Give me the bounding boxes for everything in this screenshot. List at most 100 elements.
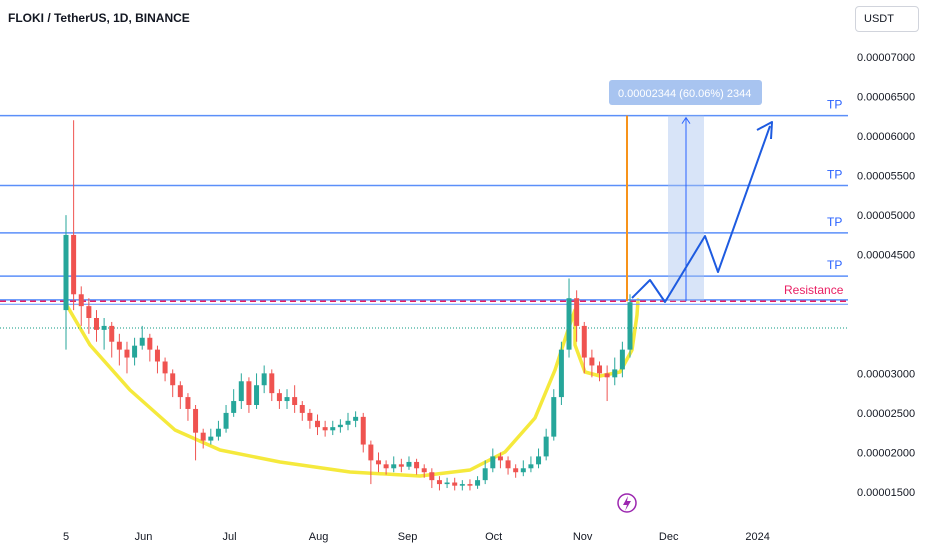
candle-body: [63, 234, 69, 311]
lightning-glyph: [623, 496, 631, 511]
tp-label: TP: [827, 98, 842, 112]
x-tick-label: Dec: [659, 531, 679, 543]
candle-body: [315, 420, 321, 428]
candle-body: [322, 427, 328, 431]
candle-body: [604, 373, 610, 378]
x-tick-label: Sep: [398, 531, 418, 543]
candle-body: [345, 420, 351, 425]
projection-arrow-head: [756, 121, 773, 140]
projection-arrow: [631, 125, 771, 303]
price-axis-bg: [848, 0, 932, 550]
candle-body: [185, 397, 191, 409]
y-tick-label: 0.00006000: [857, 131, 915, 143]
candle-body: [558, 349, 564, 398]
candle-body: [299, 405, 305, 413]
candle-body: [101, 325, 107, 330]
candle-body: [208, 436, 214, 441]
currency-label: USDT: [864, 13, 894, 25]
x-tick-label: Oct: [485, 531, 502, 543]
candle-body: [414, 461, 420, 469]
candle-body: [223, 412, 229, 429]
candle-body: [505, 460, 511, 469]
candle-body: [132, 345, 138, 358]
candle-body: [116, 341, 122, 350]
candle-body: [406, 461, 412, 467]
candle-body: [86, 306, 92, 318]
y-tick-label: 0.00004500: [857, 250, 915, 262]
candle-body: [360, 416, 366, 445]
candle-body: [421, 468, 427, 473]
resistance-label: Resistance: [784, 283, 844, 297]
candle-body: [536, 456, 542, 465]
y-tick-label: 0.00005500: [857, 171, 915, 183]
candle-body: [589, 357, 595, 366]
tp-label: TP: [827, 258, 842, 272]
candle-body: [467, 484, 473, 486]
candle-body: [307, 412, 313, 421]
candle-body: [368, 444, 374, 461]
candle-body: [147, 337, 153, 350]
candle-body: [520, 468, 526, 473]
candles: [63, 120, 633, 491]
levels: TP0.00006259TP0.00005376TP0.00004776TP0.…: [0, 98, 926, 338]
candle-body: [170, 373, 176, 386]
measure-label-bg: [609, 80, 762, 105]
candle-body: [139, 337, 145, 346]
candle-body: [292, 397, 298, 405]
candle-body: [551, 397, 557, 437]
measure-label: 0.00002344 (60.06%) 2344: [618, 88, 751, 100]
y-tick-label: 0.00005000: [857, 210, 915, 222]
candle-body: [269, 373, 275, 394]
candle-body: [238, 381, 244, 402]
candle-body: [353, 416, 359, 421]
time-axis[interactable]: 5 Jun Jul Aug Sep Oct Nov Dec 2024: [63, 531, 770, 543]
candle-body: [612, 369, 618, 378]
y-tick-label: 0.00007000: [857, 52, 915, 64]
x-tick-label: 2024: [745, 531, 769, 543]
y-tick-label: 0.00002500: [857, 408, 915, 420]
candle-body: [124, 349, 130, 358]
candle-body: [429, 472, 435, 481]
candle-body: [284, 397, 290, 402]
candle-body: [597, 365, 603, 374]
candle-body: [78, 294, 84, 307]
x-tick-label: Jul: [223, 531, 237, 543]
candle-body: [93, 318, 99, 330]
candle-body: [391, 464, 397, 469]
candle-body: [566, 298, 572, 350]
candle-body: [276, 393, 282, 402]
candle-body: [200, 432, 206, 441]
candle-body: [490, 456, 496, 469]
candle-body: [177, 385, 183, 398]
candle-body: [254, 385, 260, 405]
candle-body: [109, 325, 115, 342]
candle-body: [436, 480, 442, 485]
candle-body: [71, 234, 77, 295]
candle-body: [475, 480, 481, 486]
price-axis[interactable]: 0.00001500 0.00002000 0.00002500 0.00003000…: [848, 0, 932, 550]
x-tick-label: Jun: [135, 531, 153, 543]
currency-button[interactable]: USDT: [855, 6, 919, 32]
overlay: 0.00002344 (60.06%) 2344: [609, 80, 773, 513]
candle-body: [231, 401, 237, 413]
candle-body: [261, 373, 267, 386]
candle-body: [513, 468, 519, 473]
candle-body: [581, 325, 587, 358]
y-tick-label: 0.00006500: [857, 92, 915, 104]
candle-body: [452, 482, 458, 486]
y-tick-label: 0.00001500: [857, 487, 915, 499]
cup-line: [64, 298, 640, 478]
x-tick-label: Nov: [573, 531, 593, 543]
candle-body: [543, 436, 549, 457]
chart-title: FLOKI / TetherUS, 1D, BINANCE: [8, 11, 190, 25]
candle-body: [337, 424, 343, 428]
candle-body: [246, 381, 252, 405]
tp-label: TP: [827, 167, 842, 181]
candle-body: [497, 456, 503, 461]
candle-body: [627, 302, 633, 350]
candle-body: [444, 482, 450, 485]
candle-body: [383, 464, 389, 469]
candle-body: [215, 428, 221, 437]
candle-body: [574, 298, 580, 326]
